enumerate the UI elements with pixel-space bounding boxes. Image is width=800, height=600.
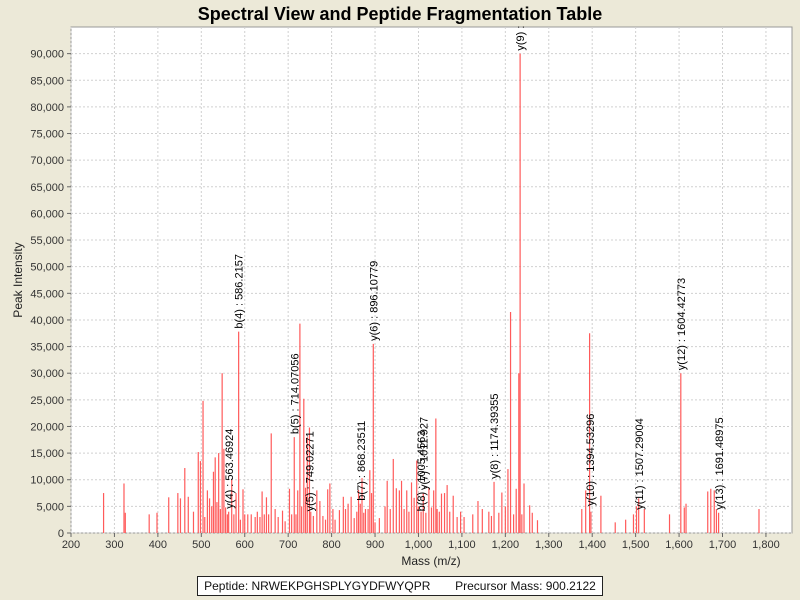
x-tick-label: 1,700 — [709, 539, 737, 551]
x-tick-label: 600 — [236, 539, 254, 551]
grid-lines — [70, 27, 792, 534]
y-tick-label: 15,000 — [30, 448, 64, 460]
y-tick-label: 65,000 — [30, 182, 64, 194]
x-tick-label: 200 — [62, 539, 80, 551]
x-tick-label: 1,400 — [578, 539, 606, 551]
peak-annotation: y(13) : 1691.48975 — [714, 417, 726, 509]
y-tick-label: 55,000 — [30, 235, 64, 247]
peak-annotation: y(6) : 896.10779 — [368, 261, 380, 341]
peak-annotation: y(9) : — [515, 26, 527, 51]
y-tick-label: 90,000 — [30, 49, 64, 61]
x-tick-label: 900 — [366, 539, 384, 551]
y-axis-label: Peak Intensity — [11, 242, 25, 317]
y-tick-label: 60,000 — [30, 208, 64, 220]
y-tick-label: 25,000 — [30, 395, 64, 407]
peak-annotation: y(11) : 1507.29004 — [634, 418, 646, 510]
peak-annotation: y(5) : 749.02271 — [304, 431, 316, 511]
y-tick-label: 10,000 — [30, 475, 64, 487]
axes: 200 300 400 500 600 700 800 900 1,000 1,100 1,200 1… — [30, 49, 779, 551]
y-tick-label: 75,000 — [30, 129, 64, 141]
y-tick-label: 40,000 — [30, 315, 64, 327]
peak-annotation: b(4) : 586.2157 — [234, 254, 246, 329]
y-tick-label: 80,000 — [30, 102, 64, 114]
peak-annotation: y(4) : 563.46924 — [224, 429, 236, 509]
x-tick-label: 1,200 — [492, 539, 520, 551]
peptide-info-box: Peptide: NRWEKPGHSPLYGYDFWYQPR Precursor… — [197, 576, 603, 596]
x-tick-label: 1,500 — [622, 539, 650, 551]
y-tick-label: 5,000 — [36, 501, 64, 513]
x-tick-label: 1,300 — [535, 539, 563, 551]
chart-title: Spectral View and Peptide Fragmentation … — [198, 4, 602, 24]
y-tick-label: 70,000 — [30, 155, 64, 167]
y-tick-label: 35,000 — [30, 342, 64, 354]
peak-annotation: b(5) : 714.07056 — [289, 353, 301, 434]
plot-area — [70, 26, 793, 534]
spectrum-chart: Spectral View and Peptide Fragmentation … — [11, 4, 793, 568]
y-tick-label: 0 — [58, 528, 64, 540]
x-tick-label: 1,800 — [752, 539, 780, 551]
spectrum-peaks — [102, 53, 760, 533]
x-tick-label: 700 — [279, 539, 297, 551]
y-tick-label: 45,000 — [30, 288, 64, 300]
x-tick-label: 1,600 — [665, 539, 693, 551]
precursor-mass-label: Precursor Mass: 900.2122 — [455, 579, 596, 593]
x-tick-label: 300 — [105, 539, 123, 551]
peak-annotation: y(8) : 1174.39355 — [489, 393, 501, 478]
peak-annotation: b(7) : 868.23511 — [356, 421, 368, 501]
peak-annotation: y(12) : 1604.42773 — [676, 278, 688, 370]
x-tick-label: 1,000 — [405, 539, 433, 551]
y-tick-label: 50,000 — [30, 262, 64, 274]
y-tick-label: 85,000 — [30, 75, 64, 87]
peak-annotation: y(7) : 1011.927 — [419, 417, 431, 490]
peak-annotation: y(10) : 1394.53296 — [585, 414, 597, 506]
x-tick-label: 800 — [322, 539, 340, 551]
peptide-label: Peptide: NRWEKPGHSPLYGYDFWYQPR — [204, 579, 431, 593]
x-tick-label: 1,100 — [448, 539, 476, 551]
x-tick-label: 500 — [192, 539, 210, 551]
peak-annotations: b(4) : 586.2157 y(4) : 563.46924 b(5) : 71… — [224, 26, 726, 512]
y-tick-label: 30,000 — [30, 368, 64, 380]
peak-annotation: b(8) : 1005.4563 — [416, 431, 428, 512]
x-axis-label: Mass (m/z) — [401, 554, 460, 568]
x-tick-label: 400 — [149, 539, 167, 551]
y-tick-label: 20,000 — [30, 421, 64, 433]
